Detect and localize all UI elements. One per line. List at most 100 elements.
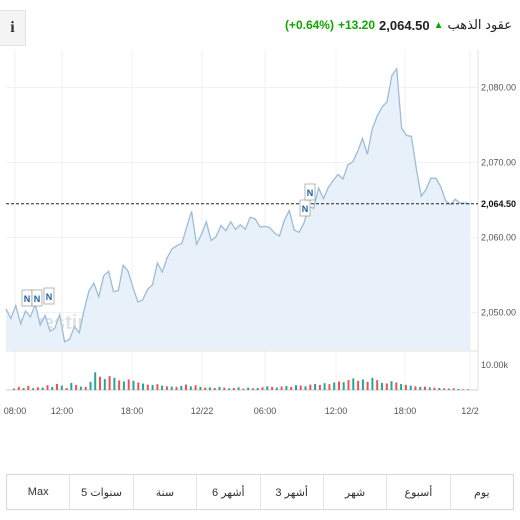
price-area-fill — [6, 68, 470, 351]
volume-bar — [443, 388, 446, 390]
volume-bar — [194, 385, 197, 390]
volume-bar — [204, 387, 207, 390]
news-marker[interactable] — [43, 287, 55, 305]
volume-bar — [84, 386, 87, 390]
volume-bar — [366, 381, 369, 390]
up-arrow-icon: ▲ — [433, 19, 444, 31]
volume-bar — [103, 379, 106, 390]
volume-bar — [108, 376, 111, 390]
y-tick-label: 2,050.00 — [481, 308, 516, 318]
info-button[interactable]: i — [0, 10, 26, 46]
volume-bar — [338, 381, 340, 390]
volume-bar — [314, 383, 317, 390]
volume-bar — [381, 382, 383, 390]
volume-bar — [357, 380, 360, 390]
volume-bar — [400, 383, 403, 390]
volume-bar — [452, 388, 455, 390]
price-line — [5, 66, 471, 343]
instrument-name: عقود الذهب — [447, 17, 512, 32]
volume-bar — [275, 387, 278, 390]
volume-bar — [251, 388, 254, 390]
change-percent: (+0.64%) — [284, 18, 334, 32]
volume-scale-label: 10.00k — [481, 360, 509, 370]
volume-bar — [180, 385, 183, 390]
volume-bar — [165, 386, 168, 390]
news-marker[interactable] — [304, 183, 316, 201]
volume-bar — [137, 382, 140, 390]
range-tab[interactable]: 6 أشهر — [197, 475, 261, 509]
volume-bar — [17, 386, 20, 390]
volume-bar — [261, 387, 264, 390]
volume-bar — [89, 381, 92, 390]
range-tab[interactable]: سنة — [134, 475, 198, 509]
volume-bar — [113, 377, 116, 390]
range-tab[interactable]: 5 سنوات — [70, 475, 134, 509]
volume-bar — [433, 387, 436, 390]
volume-bar — [213, 388, 216, 390]
volume-bar — [218, 386, 221, 390]
volume-bar — [438, 388, 441, 390]
range-tabs: Max 5 سنوات سنة 6 أشهر 3 أشهر شهر أسبوع يوم — [6, 474, 514, 510]
current-price-label: 2,064.50 — [481, 199, 516, 209]
volume-bar — [323, 383, 326, 390]
volume-bar — [467, 389, 469, 390]
news-marker-label: N — [24, 294, 31, 304]
y-tick-label: 2,080.00 — [481, 83, 516, 93]
volume-bar — [22, 388, 25, 390]
news-marker[interactable] — [31, 289, 43, 307]
range-tab[interactable]: شهر — [324, 475, 388, 509]
news-marker-label: N — [307, 188, 314, 198]
volume-bar — [361, 379, 364, 390]
change-value: +13.20 — [337, 18, 376, 32]
volume-bar — [118, 380, 121, 390]
volume-bar — [56, 383, 58, 390]
volume-bar — [242, 388, 245, 390]
volume-bar — [256, 388, 259, 390]
volume-bar — [424, 386, 426, 390]
range-tab[interactable]: أسبوع — [387, 475, 451, 509]
volume-bar — [79, 386, 82, 390]
volume-bar — [342, 382, 345, 390]
y-tick-label: 2,070.00 — [481, 158, 516, 168]
volume-bar — [414, 386, 417, 390]
range-tab[interactable]: Max — [7, 475, 71, 509]
volume-bar — [161, 385, 164, 390]
volume-bar — [428, 387, 431, 390]
range-tab[interactable]: يوم — [474, 486, 490, 499]
y-tick-label: 2,060.00 — [481, 233, 516, 243]
volume-bar — [419, 386, 422, 390]
volume-bar — [189, 386, 192, 390]
x-tick-label: 12:00 — [325, 406, 348, 416]
volume-bar — [290, 386, 293, 390]
volume-bar — [371, 377, 374, 390]
price-chart[interactable]: Investing.com 2,064.502,080.002,070.002,… — [0, 0, 520, 470]
volume-bar — [60, 385, 63, 390]
volume-bar — [70, 382, 73, 390]
volume-bar — [146, 384, 149, 390]
volume-bar — [347, 380, 350, 390]
volume-bar — [271, 386, 274, 390]
volume-bar — [122, 381, 125, 390]
volume-bar — [156, 384, 159, 390]
volume-bar — [13, 388, 15, 390]
x-tick-label: 18:00 — [394, 406, 417, 416]
volume-bar — [151, 384, 154, 390]
volume-bar — [457, 389, 460, 390]
volume-bar — [328, 384, 331, 390]
volume-bar — [27, 385, 30, 390]
volume-bar — [390, 381, 393, 390]
volume-bar — [280, 386, 283, 390]
volume-bar — [170, 386, 173, 390]
volume-bar — [99, 376, 101, 390]
x-tick-label: 18:00 — [121, 406, 144, 416]
x-tick-label: 12/2 — [461, 406, 479, 416]
volume-bar — [65, 388, 68, 390]
volume-bar — [41, 387, 44, 390]
range-tab[interactable]: 3 أشهر — [261, 475, 324, 509]
volume-bar — [295, 385, 297, 390]
news-marker-label: N — [302, 204, 309, 214]
volume-bar — [75, 384, 78, 390]
volume-bar — [333, 382, 336, 390]
volume-bar — [36, 387, 39, 390]
quote-header: (+0.64%) +13.20 2,064.50 ▲ عقود الذهب — [285, 17, 512, 33]
